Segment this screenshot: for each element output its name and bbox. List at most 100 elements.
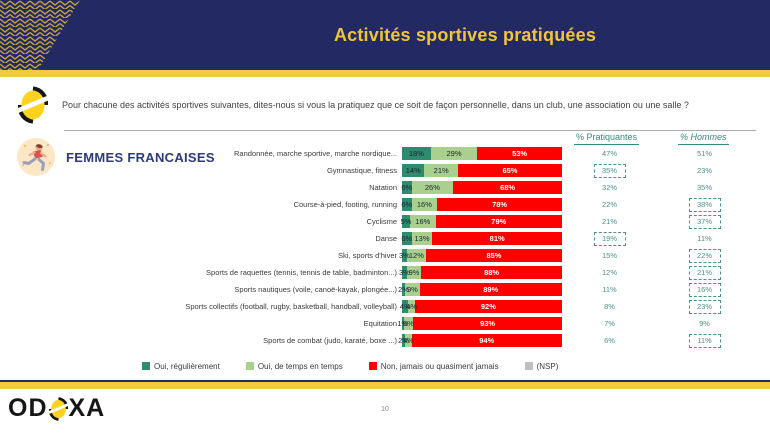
pratiquantes-cell: 32% — [562, 181, 657, 195]
bar-segment-never: 81% — [432, 232, 562, 245]
hommes-cell: 51% — [657, 147, 752, 161]
bar-segment-regular: 5% — [400, 215, 412, 228]
category-label: Natation — [369, 183, 397, 192]
segment-value: 93% — [480, 319, 496, 328]
pratiquantes-value: 15% — [601, 250, 617, 260]
segment-value: 3% — [398, 268, 410, 277]
bar-segment-never: 68% — [453, 181, 562, 194]
footer-bar: OD XA 10 — [0, 389, 770, 433]
segment-value: 92% — [480, 302, 496, 311]
stacked-bar: 6% 13% 81% — [401, 232, 562, 245]
table-row: Cyclisme 5% 16% 79% 21% 37% — [0, 213, 770, 230]
bar-segment-regular: 18% — [402, 147, 431, 160]
segment-value: 5% — [400, 217, 412, 226]
segment-value: 6% — [401, 183, 413, 192]
gold-divider-bottom — [0, 382, 770, 389]
pratiquantes-cell: 7% — [562, 317, 657, 331]
stacked-bar: 3% 12% 85% — [398, 249, 562, 262]
hommes-cell: 21% — [657, 265, 752, 280]
stacked-bar: 6% 16% 78% — [401, 198, 562, 211]
chart: % Pratiquantes % Hommes — [0, 131, 770, 351]
bar-segment-never: 79% — [435, 215, 562, 228]
segment-value: 2% — [398, 285, 410, 294]
bar-segment-regular: 2% — [398, 334, 409, 347]
bar-segment-never: 53% — [477, 147, 562, 160]
bar-segment-never: 88% — [421, 266, 562, 279]
category-label: Course-à-pied, footing, running — [293, 200, 397, 209]
bar-segment-never: 92% — [414, 300, 562, 313]
segment-value: 16% — [415, 217, 431, 226]
segment-value: 26% — [424, 183, 440, 192]
legend-swatch — [245, 362, 254, 370]
table-row: Natation 6% 26% 68% 32% 35% — [0, 179, 770, 196]
hommes-cell: 23% — [657, 164, 752, 178]
segment-value: 65% — [502, 166, 518, 175]
pratiquantes-cell: 11% — [562, 283, 657, 297]
bar-segment-occasional: 26% — [411, 181, 454, 194]
odoxa-o-icon — [48, 396, 68, 421]
segment-value: 4% — [406, 302, 418, 311]
odoxa-o-icon — [18, 86, 48, 124]
legend-swatch — [524, 362, 533, 370]
slide-header: Activités sportives pratiquées — [0, 0, 770, 70]
hommes-value: 22% — [688, 248, 721, 263]
stacked-bar: 5% 16% 79% — [400, 215, 562, 228]
category-label: Randonnée, marche sportive, marche nordi… — [233, 149, 397, 158]
segment-value: 2% — [398, 336, 410, 345]
runner-icon — [16, 137, 56, 177]
table-row: Sports collectifs (football, rugby, bask… — [0, 298, 770, 315]
bar-segment-never: 94% — [411, 334, 562, 347]
stacked-bar: 4% 4% 92% — [399, 300, 562, 313]
column-header-pratiquantes: % Pratiquantes — [574, 132, 640, 145]
stacked-bar: 3% 9% 88% — [398, 266, 562, 279]
bar-segment-never: 65% — [457, 164, 562, 177]
hommes-value: 37% — [688, 214, 721, 229]
pratiquantes-value: 35% — [593, 163, 626, 178]
segment-value: 29% — [446, 149, 462, 158]
segment-value: 16% — [416, 200, 432, 209]
pratiquantes-value: 21% — [601, 216, 617, 226]
bar-segment-regular: 1% — [397, 317, 408, 330]
category-label: Danse — [375, 234, 397, 243]
hommes-value: 23% — [696, 165, 712, 175]
segment-value: 81% — [489, 234, 505, 243]
bar-segment-occasional: 9% — [405, 283, 420, 296]
logo-text-left: OD — [8, 394, 48, 422]
slide-footer: OD XA 10 — [0, 380, 770, 433]
pratiquantes-value: 32% — [601, 182, 617, 192]
chart-rows: Randonnée, marche sportive, marche nordi… — [0, 145, 770, 349]
bar-segment-regular: 3% — [398, 266, 410, 279]
bar-segment-regular: 6% — [401, 198, 413, 211]
stacked-bar: 18% 29% 53% — [402, 147, 562, 160]
bar-segment-never: 93% — [413, 317, 562, 330]
hommes-value: 11% — [688, 333, 721, 348]
bar-segment-regular: 14% — [402, 164, 425, 177]
hommes-value: 35% — [696, 182, 712, 192]
hommes-value: 11% — [697, 233, 712, 243]
category-label: Equitation — [363, 319, 397, 328]
bar-segment-regular: 2% — [398, 283, 409, 296]
legend-item: Non, jamais ou quasiment jamais — [368, 362, 499, 371]
segment-value: 94% — [479, 336, 495, 345]
legend-item: (NSP) — [524, 362, 558, 371]
stacked-bar: 2% 9% 89% — [398, 283, 562, 296]
segment-value: 88% — [484, 268, 500, 277]
legend-label: Oui, régulièrement — [154, 361, 220, 371]
category-label: Ski, sports d'hiver — [338, 251, 397, 260]
bar-segment-occasional: 9% — [406, 266, 422, 279]
chevron-pattern — [0, 0, 92, 75]
segment-value: 3% — [398, 251, 410, 260]
hommes-cell: 11% — [657, 232, 752, 246]
legend-swatch — [368, 362, 377, 370]
segment-value: 6% — [401, 200, 413, 209]
legend-label: Oui, de temps en temps — [257, 361, 343, 371]
bar-segment-occasional: 16% — [410, 215, 436, 228]
segment-value: 4% — [399, 302, 411, 311]
segment-value: 6% — [401, 234, 413, 243]
stacked-bar: 14% 21% 65% — [402, 164, 562, 177]
table-row: Danse 6% 13% 81% 19% 11% — [0, 230, 770, 247]
question-block: Pour chacune des activités sportives sui… — [0, 77, 770, 130]
pratiquantes-value: 19% — [593, 231, 626, 246]
hommes-cell: 11% — [657, 333, 752, 348]
hommes-cell: 35% — [657, 181, 752, 195]
